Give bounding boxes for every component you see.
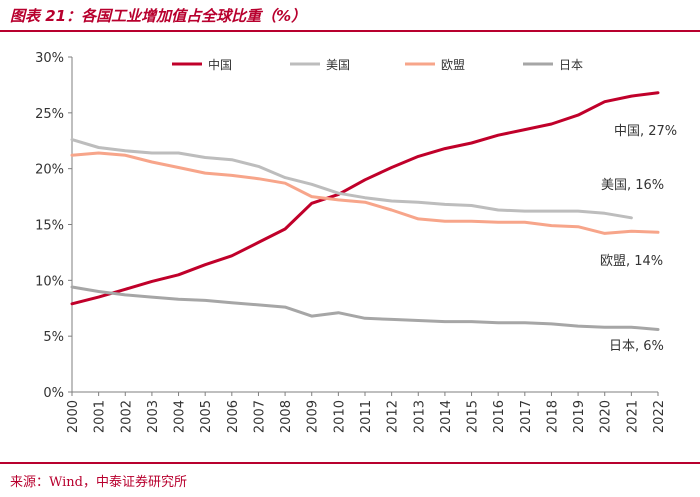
x-tick-label: 2018 bbox=[545, 400, 560, 433]
x-tick-label: 2014 bbox=[439, 400, 454, 433]
y-tick-label: 15% bbox=[35, 219, 64, 234]
chart-title: 图表 21：各国工业增加值占全球比重（%） bbox=[10, 7, 307, 25]
title-bar: 图表 21：各国工业增加值占全球比重（%） bbox=[0, 0, 700, 32]
x-tick-label: 2005 bbox=[199, 400, 214, 433]
y-tick-label: 10% bbox=[35, 274, 64, 289]
end-label-1: 美国, 16% bbox=[601, 178, 664, 193]
source-note: 来源：Wind，中泰证券研究所 bbox=[10, 475, 187, 490]
series-line-0 bbox=[70, 91, 660, 306]
end-label-2: 欧盟, 14% bbox=[600, 254, 663, 269]
x-tick-label: 2013 bbox=[412, 400, 427, 433]
legend-label-0: 中国 bbox=[208, 57, 232, 72]
legend-label-3: 日本 bbox=[559, 58, 583, 72]
x-tick-label: 2019 bbox=[572, 400, 587, 433]
x-tick-label: 2002 bbox=[119, 400, 134, 433]
x-tick-label: 2012 bbox=[386, 400, 401, 433]
legend-label-1: 美国 bbox=[326, 58, 350, 72]
line-chart: 0% 5% 10% 15% 20% 25% 30% 2000 2001 2002 2003 2004 2… bbox=[35, 51, 677, 433]
end-label-0: 中国, 27% bbox=[614, 124, 677, 139]
end-label-3: 日本, 6% bbox=[609, 339, 664, 354]
chart-axes: 0% 5% 10% 15% 20% 25% 30% 2000 2001 2002 2003 2004 2… bbox=[35, 51, 667, 433]
source-bar: 来源：Wind，中泰证券研究所 bbox=[0, 462, 700, 497]
x-tick-label: 2020 bbox=[599, 400, 614, 433]
x-tick-label: 2008 bbox=[279, 400, 294, 433]
y-tick-label: 20% bbox=[35, 163, 64, 178]
x-tick-label: 2011 bbox=[359, 400, 374, 433]
x-tick-label: 2006 bbox=[226, 400, 241, 433]
y-tick-label: 0% bbox=[43, 386, 64, 401]
x-tick-label: 2017 bbox=[519, 400, 534, 433]
y-tick-label: 25% bbox=[35, 107, 64, 122]
y-tick-label: 30% bbox=[35, 51, 64, 66]
series-line-1 bbox=[70, 138, 633, 220]
x-tick-label: 2021 bbox=[625, 400, 640, 433]
x-tick-label: 2022 bbox=[652, 400, 667, 433]
x-tick-label: 2001 bbox=[93, 400, 108, 433]
series-line-3 bbox=[70, 285, 660, 331]
x-tick-label: 2003 bbox=[146, 400, 161, 433]
x-tick-label: 2004 bbox=[173, 400, 188, 433]
x-tick-label: 2010 bbox=[332, 400, 347, 433]
legend-label-2: 欧盟 bbox=[441, 58, 465, 72]
series-line-2 bbox=[70, 151, 660, 235]
x-tick-label: 2016 bbox=[492, 400, 507, 433]
chart-end-labels: 中国, 27% 美国, 16% 欧盟, 14% 日本, 6% bbox=[600, 124, 677, 354]
x-tick-label: 2007 bbox=[252, 400, 267, 433]
x-tick-label: 2015 bbox=[466, 400, 481, 433]
chart-legend: 中国 美国 欧盟 日本 bbox=[172, 57, 583, 72]
y-tick-label: 5% bbox=[43, 330, 64, 345]
x-tick-label: 2009 bbox=[306, 400, 321, 433]
x-tick-label: 2000 bbox=[66, 400, 81, 433]
chart-series-lines bbox=[70, 91, 660, 331]
